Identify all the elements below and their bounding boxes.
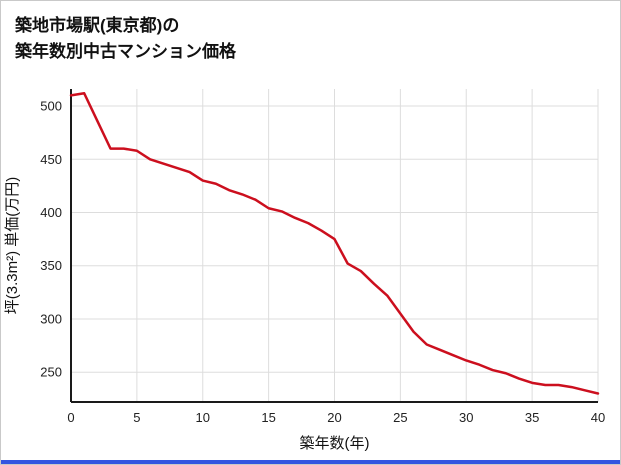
x-tick-label: 0 xyxy=(67,410,74,425)
chart-title-line-1: 築地市場駅(東京都)の xyxy=(15,16,180,35)
x-tick-label: 25 xyxy=(393,410,407,425)
x-tick-label: 5 xyxy=(133,410,140,425)
chart-area: 250 300 350 400 450 500 0 5 10 15 20 25 30 35 40 築年数(年)… xyxy=(1,71,620,456)
x-tick-label: 10 xyxy=(196,410,210,425)
bottom-accent-bar xyxy=(1,460,620,464)
x-tick-label: 30 xyxy=(459,410,473,425)
y-tick-label: 250 xyxy=(40,365,62,380)
x-tick-label: 35 xyxy=(525,410,539,425)
y-tick-label: 350 xyxy=(40,258,62,273)
chart-title-line-2: 築年数別中古マンション価格 xyxy=(15,41,236,61)
y-tick-label: 500 xyxy=(40,99,62,114)
x-axis-title: 築年数(年) xyxy=(300,434,370,452)
x-tick-label: 20 xyxy=(327,410,341,425)
y-tick-label: 300 xyxy=(40,311,62,326)
y-axis-title: 坪(3.3m²) 単価(万円) xyxy=(4,177,21,315)
y-tick-label: 400 xyxy=(40,205,62,220)
chart-svg: 250 300 350 400 450 500 0 5 10 15 20 25 30 35 40 築年数(年)… xyxy=(4,89,605,452)
chart-title: 築地市場駅(東京都)の 築年数別中古マンション価格 xyxy=(1,1,620,64)
x-tick-label: 40 xyxy=(591,410,605,425)
x-tick-label: 15 xyxy=(261,410,275,425)
price-line xyxy=(69,92,600,395)
y-tick-label: 450 xyxy=(40,152,62,167)
